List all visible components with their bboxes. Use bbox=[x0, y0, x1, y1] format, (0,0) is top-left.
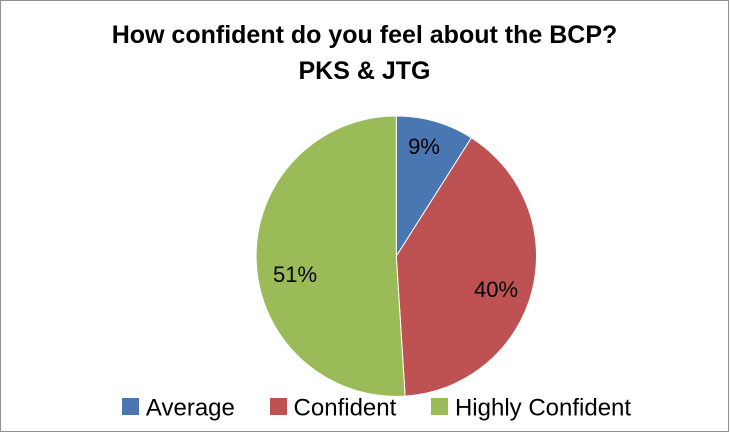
svg-text:40%: 40% bbox=[474, 277, 518, 302]
svg-text:51%: 51% bbox=[273, 262, 317, 287]
svg-text:9%: 9% bbox=[408, 134, 440, 159]
